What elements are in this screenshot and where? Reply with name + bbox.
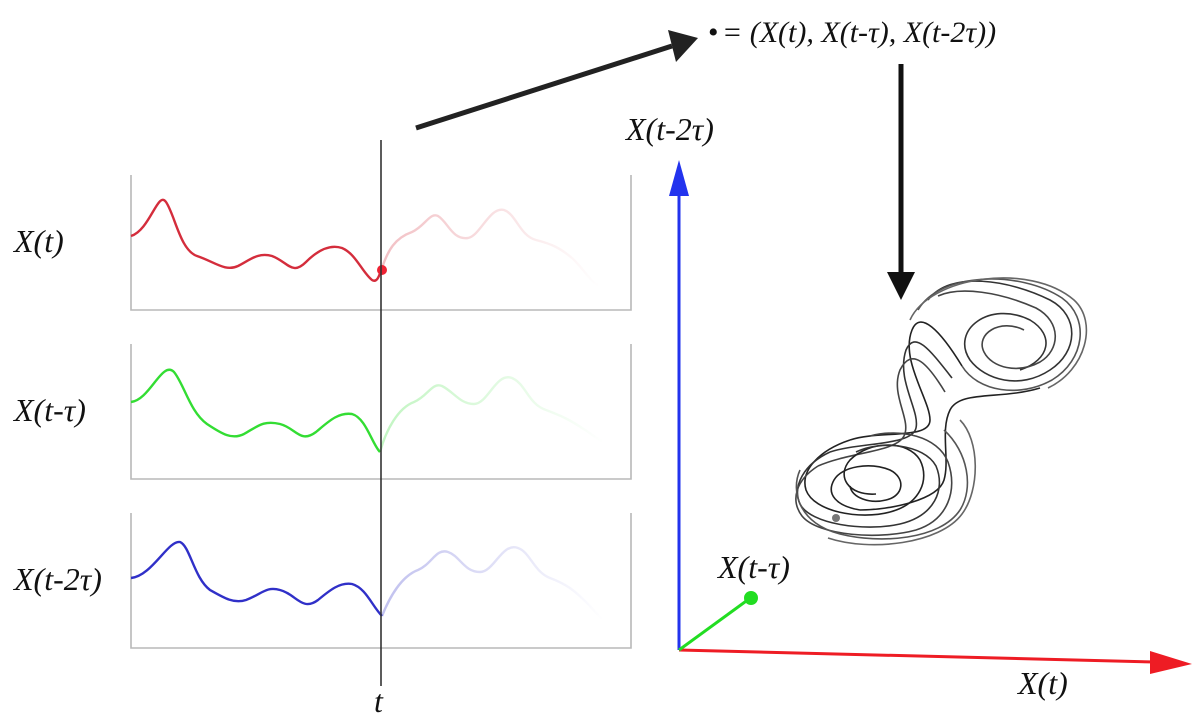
series-x-tau-future — [378, 376, 605, 453]
time-marker-label: t — [374, 683, 384, 716]
arrow-right-icon — [415, 30, 698, 131]
axis-z-arrowhead — [669, 160, 689, 196]
axis-y — [678, 597, 750, 652]
series-x-2tau-future — [380, 546, 605, 621]
embedding-formula: • = (X(t), X(t-τ), X(t-2τ)) — [708, 16, 996, 49]
phase-space-axes — [669, 160, 1192, 674]
arrow-down-icon — [887, 64, 915, 300]
axis-x-arrowhead — [1150, 651, 1192, 674]
panel-label-x-2tau: X(t-2τ) — [12, 561, 102, 597]
axis-x — [678, 648, 1156, 664]
axis-label-z: X(t-2τ) — [624, 111, 714, 147]
axis-label-y: X(t-τ) — [716, 549, 790, 585]
attractor — [795, 277, 1088, 546]
series-curves — [130, 198, 605, 621]
formula-text: = (X(t), X(t-τ), X(t-2τ)) — [722, 16, 996, 49]
attractor-trace-point — [832, 514, 840, 522]
series-x-tau-past — [130, 368, 381, 453]
embedded-point — [744, 591, 758, 605]
current-point-red — [377, 265, 387, 275]
formula-bullet: • — [708, 16, 719, 49]
panel-label-x-tau: X(t-τ) — [12, 392, 86, 428]
series-x-future — [380, 208, 601, 288]
series-x-past — [130, 198, 384, 282]
panel-label-x: X(t) — [12, 223, 64, 259]
axis-label-x: X(t) — [1016, 665, 1068, 701]
series-x-2tau-past — [130, 540, 383, 617]
